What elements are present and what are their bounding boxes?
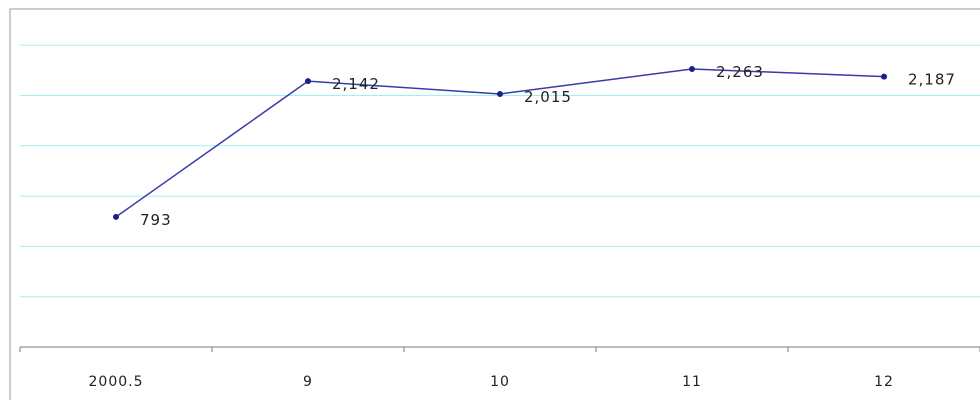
data-point [881,73,887,80]
series [113,65,887,220]
data-label: 2,015 [524,88,572,106]
data-point [497,90,503,97]
data-label: 2,187 [908,71,956,89]
x-tick-label: 2000.5 [89,374,144,390]
plot-frame [9,8,980,400]
x-tick-label: 9 [303,374,313,390]
x-tick-label: 10 [490,374,510,390]
data-label: 2,142 [332,75,380,93]
x-tick-label: 12 [874,374,894,390]
gridlines [20,44,980,298]
category-labels: 2000.5 9 10 11 12 [89,374,894,390]
data-point [305,78,311,85]
data-point [689,65,695,72]
data-point [113,213,119,220]
x-tick-label: 11 [682,374,702,390]
data-label: 793 [140,211,172,229]
data-labels: 793 2,142 2,015 2,263 2,187 [140,63,956,229]
x-axis [19,346,980,352]
data-label: 2,263 [716,63,764,81]
